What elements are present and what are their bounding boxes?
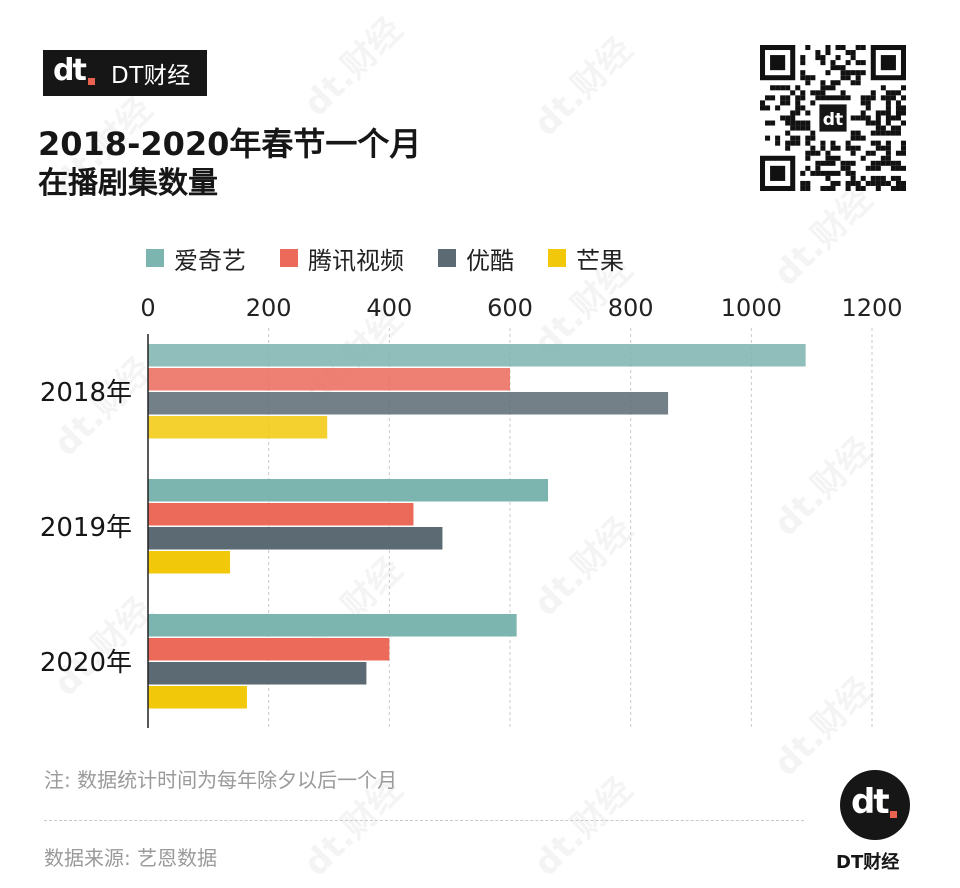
x-tick-label: 0	[140, 294, 155, 322]
bar	[148, 686, 247, 709]
category-label: 2020年	[40, 648, 132, 678]
corner-brand-name: DT财经	[836, 852, 900, 873]
chart-note: 注: 数据统计时间为每年除夕以后一个月	[44, 768, 398, 792]
category-label: 2019年	[40, 513, 132, 543]
dt-corner-logo-icon: dt	[840, 770, 910, 840]
bar	[148, 479, 549, 502]
x-tick-label: 200	[246, 294, 292, 322]
chart-subtitle: 在播剧集数量	[38, 166, 218, 201]
legend-label: 优酷	[466, 246, 514, 275]
bar	[148, 638, 390, 661]
bar	[148, 551, 231, 574]
legend-swatch	[146, 249, 164, 267]
bar	[148, 344, 806, 367]
bar	[148, 503, 414, 526]
bar	[148, 392, 669, 415]
chart-title: 2018-2020年春节一个月	[38, 125, 422, 163]
qr-code-icon: dt	[760, 45, 906, 191]
bar	[148, 614, 517, 637]
x-tick-label: 800	[608, 294, 654, 322]
footer-divider	[44, 820, 804, 821]
legend-swatch	[280, 249, 298, 267]
legend-item: 腾讯视频	[280, 241, 404, 276]
bar	[148, 368, 510, 391]
x-tick-label: 1000	[721, 294, 782, 322]
data-source: 数据来源: 艺恩数据	[44, 846, 218, 870]
legend-item: 爱奇艺	[146, 241, 246, 276]
chart-legend: 爱奇艺 腾讯视频 优酷 芒果	[146, 241, 658, 276]
x-tick-label: 400	[366, 294, 412, 322]
legend-item: 芒果	[548, 241, 624, 276]
brand-name: DT财经	[111, 63, 191, 89]
legend-item: 优酷	[438, 241, 514, 276]
legend-swatch	[438, 249, 456, 267]
legend-label: 爱奇艺	[174, 246, 246, 275]
brand-badge: dt DT财经	[43, 50, 207, 96]
bar	[148, 416, 328, 439]
bar	[148, 662, 367, 685]
legend-label: 腾讯视频	[308, 246, 404, 275]
legend-swatch	[548, 249, 566, 267]
bar	[148, 527, 443, 550]
category-label: 2018年	[40, 378, 132, 408]
legend-label: 芒果	[576, 246, 624, 275]
x-tick-label: 1200	[841, 294, 902, 322]
svg-text:dt: dt	[823, 110, 843, 130]
dt-logo-icon: dt	[53, 56, 97, 88]
x-tick-label: 600	[487, 294, 533, 322]
